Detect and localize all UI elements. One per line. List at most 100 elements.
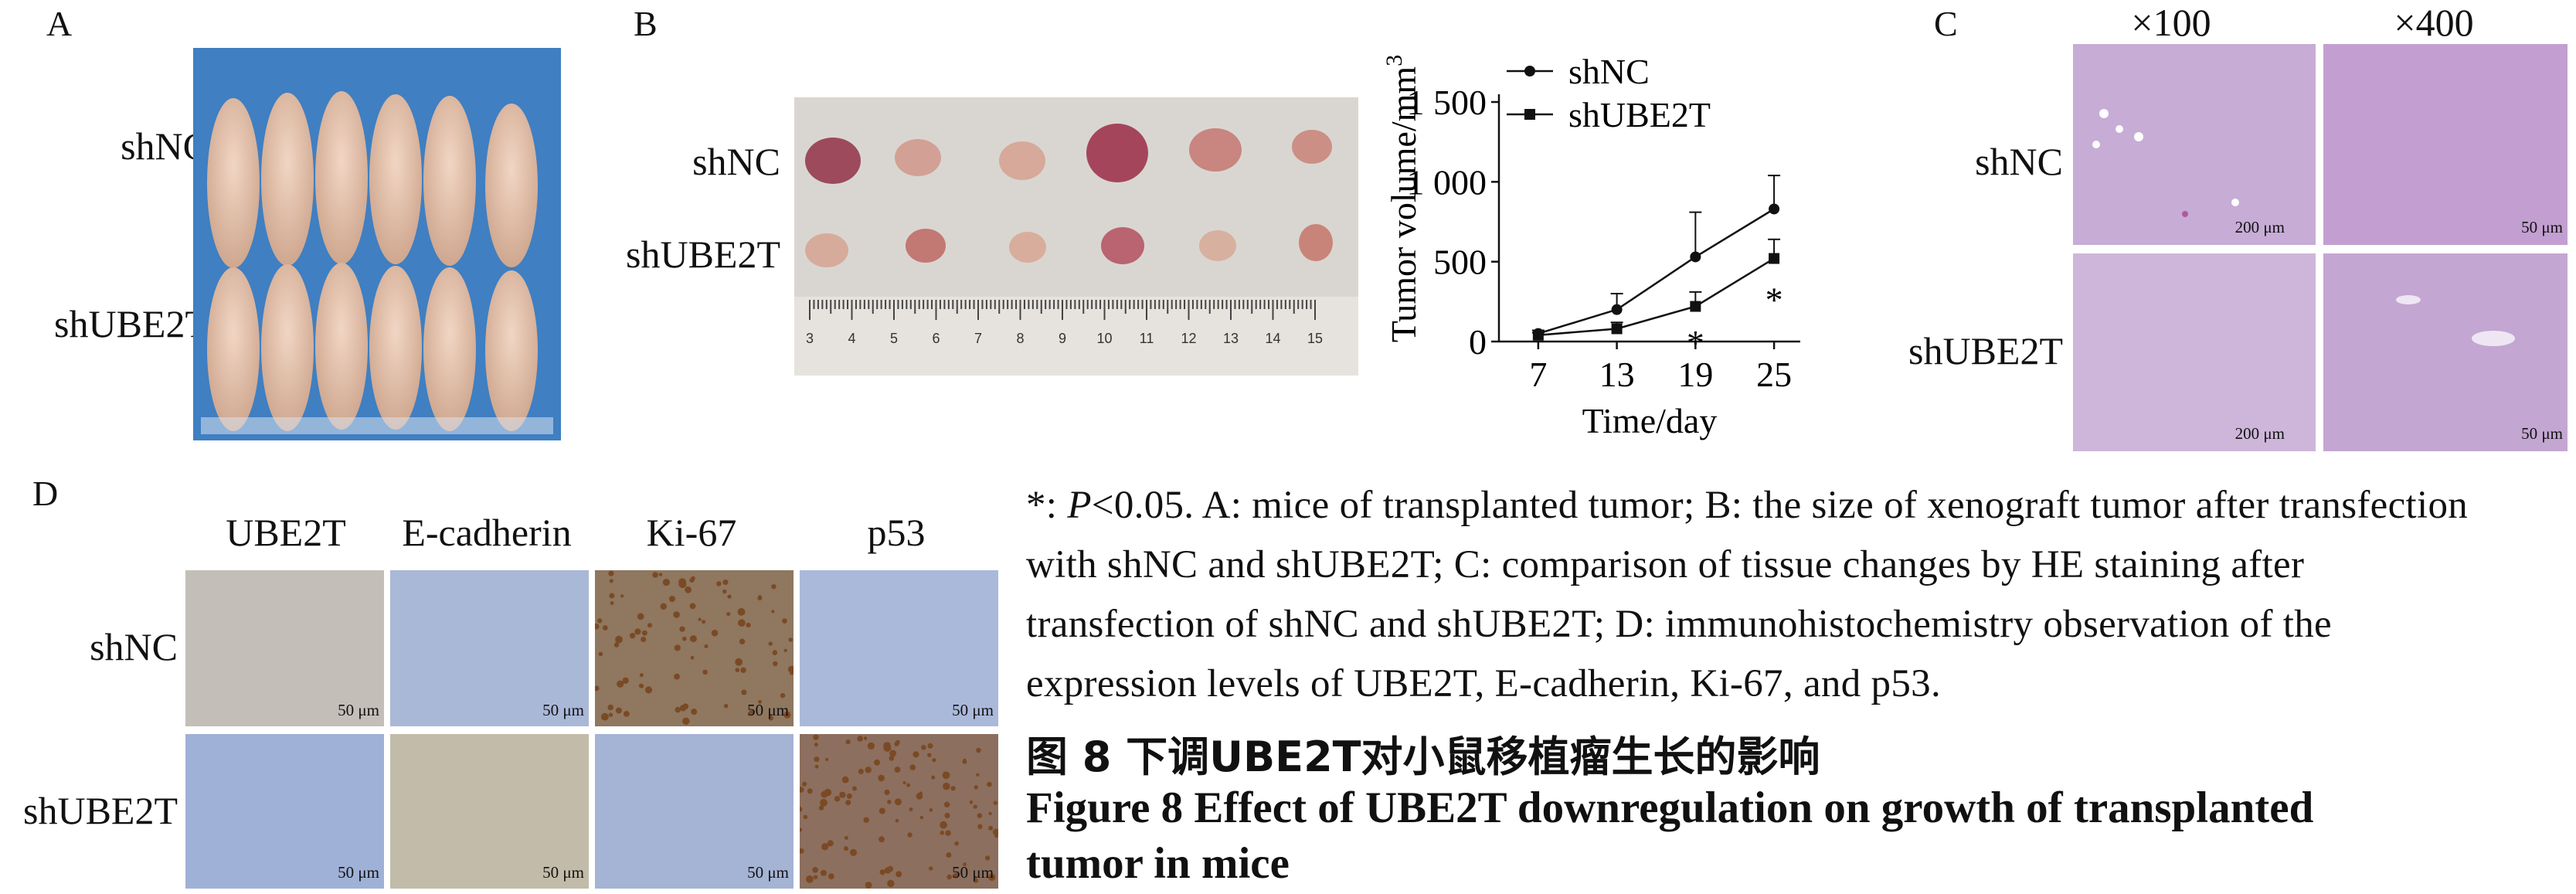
- stained-nucleus: [895, 818, 899, 823]
- stained-nucleus: [800, 787, 804, 793]
- stained-nucleus: [768, 641, 773, 646]
- stained-nucleus: [609, 579, 613, 583]
- stained-nucleus: [771, 610, 775, 614]
- stained-nucleus: [976, 773, 980, 777]
- x-tick-label: 7: [1529, 355, 1547, 394]
- panel-d-col-ki67: Ki-67: [646, 511, 737, 554]
- stained-nucleus: [883, 742, 891, 750]
- ihc-ube2t-shnc: 50 μm: [185, 570, 384, 726]
- scale-d-3: 50 μm: [747, 701, 789, 719]
- y-tick-label: 1 000: [1407, 162, 1487, 202]
- stained-nucleus: [977, 813, 983, 818]
- stained-nucleus: [772, 650, 778, 655]
- legend-label-shUBE2T: shUBE2T: [1568, 95, 1711, 134]
- stained-nucleus: [929, 808, 933, 812]
- stained-nucleus: [620, 594, 624, 598]
- stained-nucleus: [607, 704, 613, 711]
- stained-nucleus: [800, 807, 803, 812]
- stained-nucleus: [702, 669, 708, 675]
- stained-nucleus: [845, 800, 851, 806]
- stained-nucleus: [814, 743, 818, 747]
- stained-nucleus: [802, 781, 807, 787]
- stained-nucleus: [673, 611, 680, 618]
- stained-nucleus: [988, 873, 996, 881]
- ruler-number: 13: [1223, 331, 1239, 346]
- stained-nucleus: [669, 596, 675, 603]
- scale-d-6: 50 μm: [542, 863, 584, 882]
- stained-nucleus: [987, 781, 992, 787]
- stained-nucleus: [803, 814, 808, 820]
- scale-d-5: 50 μm: [338, 863, 379, 882]
- stained-nucleus: [944, 812, 950, 819]
- stained-nucleus: [988, 825, 994, 831]
- ihc-ki67-shube2t: 50 μm: [595, 734, 794, 889]
- data-point-shUBE2T: [1611, 323, 1623, 335]
- stained-nucleus: [644, 686, 653, 694]
- stained-nucleus: [702, 620, 706, 624]
- legend-marker-circle: [1524, 66, 1535, 76]
- stained-nucleus: [682, 717, 690, 725]
- stained-nucleus: [807, 788, 813, 794]
- stained-nucleus: [746, 622, 751, 628]
- stained-nucleus: [953, 872, 959, 879]
- stained-nucleus: [845, 739, 851, 745]
- y-tick-label: 0: [1469, 322, 1487, 362]
- stained-nucleus: [597, 618, 603, 624]
- stained-nucleus: [691, 709, 698, 716]
- stained-nucleus: [820, 798, 828, 807]
- stained-nucleus: [834, 796, 841, 802]
- stained-nucleus: [609, 593, 615, 599]
- caption-line-4: expression levels of UBE2T, E-cadherin, …: [1026, 662, 1941, 705]
- ruler-number: 9: [1059, 331, 1066, 346]
- stained-nucleus: [613, 642, 620, 648]
- panel-c-col-x100: ×100: [2131, 1, 2211, 44]
- stained-nucleus: [780, 692, 786, 699]
- stained-nucleus: [812, 867, 818, 873]
- stained-nucleus: [737, 608, 746, 616]
- scale-bar-50-shube2t-x400: 50 μm: [2521, 424, 2563, 443]
- stained-nucleus: [739, 638, 746, 644]
- stained-nucleus: [946, 852, 952, 858]
- stained-nucleus: [724, 704, 729, 709]
- stained-nucleus: [674, 673, 680, 680]
- ruler-number: 10: [1096, 331, 1112, 346]
- stained-nucleus: [652, 572, 658, 578]
- stained-nucleus: [722, 589, 727, 594]
- y-tick-label: 500: [1433, 243, 1487, 282]
- data-point-shUBE2T: [1532, 329, 1544, 341]
- stained-nucleus: [863, 736, 868, 740]
- data-point-shNC: [1690, 251, 1701, 263]
- stained-nucleus: [689, 577, 695, 583]
- stained-nucleus: [783, 648, 787, 652]
- stained-nucleus: [909, 764, 916, 770]
- stained-nucleus: [902, 780, 906, 785]
- stained-nucleus: [757, 596, 763, 600]
- stained-nucleus: [849, 848, 858, 856]
- legend-label-shNC: shNC: [1568, 52, 1650, 91]
- stained-nucleus: [932, 758, 936, 763]
- stained-nucleus: [942, 771, 950, 780]
- x-axis-title: Time/day: [1582, 401, 1718, 440]
- panel-b-row-label-shube2t: shUBE2T: [626, 233, 780, 276]
- stained-nucleus: [698, 617, 702, 621]
- panel-a-row-label-shnc: shNC: [121, 124, 209, 168]
- ruler-number: 7: [974, 331, 982, 346]
- stained-nucleus: [921, 745, 926, 750]
- stained-nucleus: [787, 665, 794, 673]
- panel-d-row-label-shube2t: shUBE2T: [23, 789, 178, 832]
- stained-nucleus: [994, 834, 998, 838]
- stained-nucleus: [992, 828, 998, 836]
- stained-nucleus: [878, 807, 885, 814]
- stained-nucleus: [943, 782, 950, 790]
- he-image-shnc-x100: 200 μm: [2073, 44, 2316, 245]
- scale-bar-200-shnc: 200 μm: [2234, 218, 2285, 236]
- stained-nucleus: [660, 603, 667, 610]
- stained-nucleus: [919, 815, 924, 820]
- stained-nucleus: [748, 710, 754, 716]
- ruler-number: 8: [1016, 331, 1024, 346]
- tumor-volume-chart: 0 500 1 000 1 500 7 13 19 25 Time/day Tumor volum…: [1368, 15, 1823, 456]
- scale-d-2: 50 μm: [542, 701, 584, 719]
- stained-nucleus: [818, 805, 824, 811]
- legend-marker-square: [1524, 109, 1535, 120]
- stained-nucleus: [726, 612, 731, 617]
